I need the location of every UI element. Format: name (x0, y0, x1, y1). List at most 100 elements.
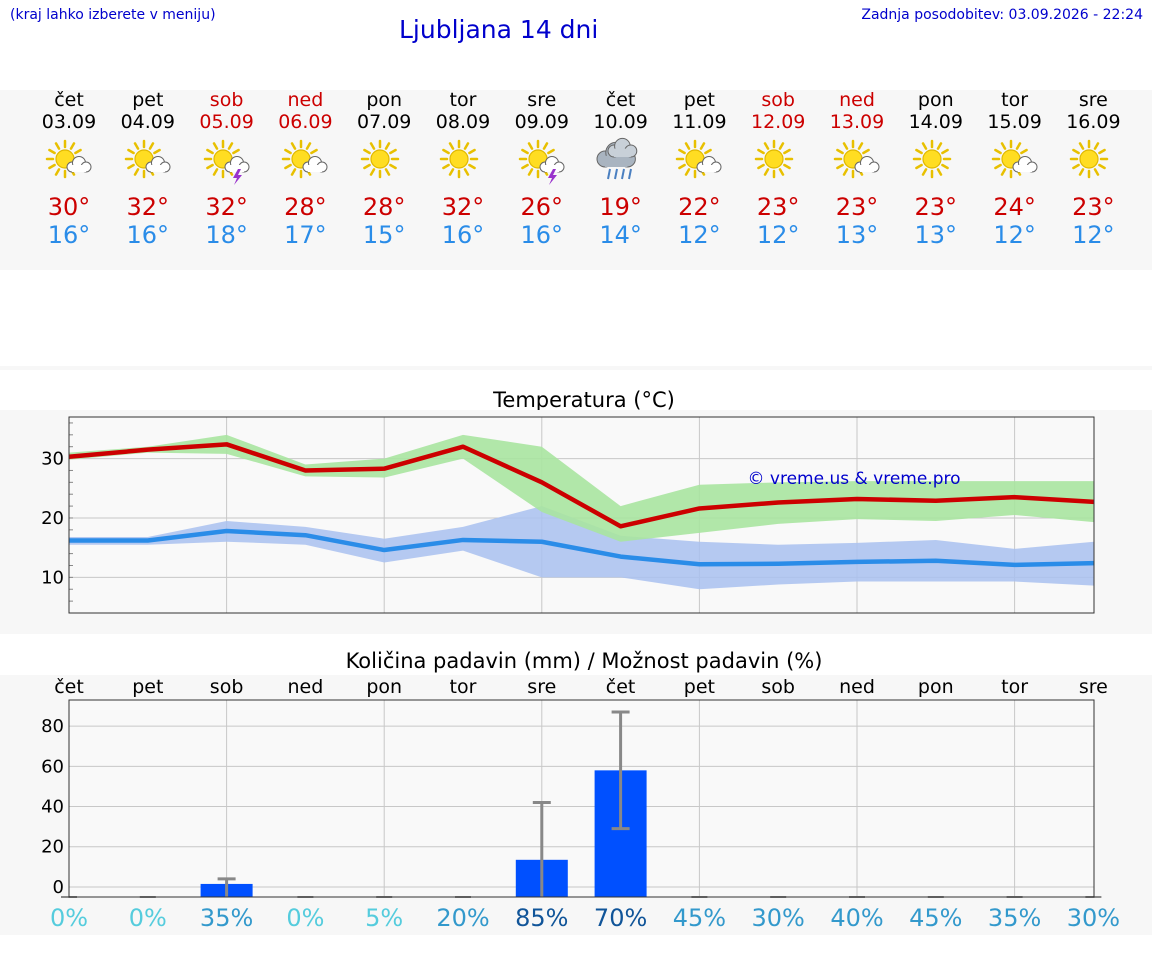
sun-shape (754, 139, 794, 179)
rain-drop (620, 168, 625, 180)
day-date: 14.09 (908, 111, 963, 133)
sun-ray (1015, 142, 1021, 150)
day-of-week: pet (132, 89, 164, 111)
last-update: Zadnja posodobitev: 03.09.2026 - 22:24 (861, 7, 1143, 23)
precipitation-probability: 30% (751, 904, 805, 932)
sun-ray (284, 148, 293, 155)
sun-ray (993, 148, 1002, 155)
precipitation-probability: 0% (286, 904, 325, 932)
day-date: 13.09 (829, 111, 885, 133)
sun-ray (527, 168, 534, 176)
sun-icon (439, 139, 479, 179)
sun-ray (291, 142, 297, 150)
day-of-week: sre (527, 89, 557, 111)
sun-ray (527, 142, 534, 150)
max-temperature: 23° (756, 193, 800, 221)
min-temperature: 14° (599, 221, 642, 249)
cloud-shape (145, 156, 171, 173)
max-temperature: 28° (284, 193, 327, 221)
sun-ray (54, 168, 61, 176)
day-of-week: sob (209, 89, 244, 111)
x-tick-label: sre (527, 676, 557, 698)
x-tick-label: sre (1078, 676, 1108, 698)
sun-ray (227, 142, 233, 150)
day-column: pon 14.09 23° 13° (896, 90, 976, 250)
sun-ray (442, 163, 450, 170)
sun-cloud-icon (676, 139, 722, 179)
sun-ray (363, 163, 372, 170)
sun-ray (126, 163, 135, 170)
sun-cloud-icon (282, 139, 328, 179)
min-temperature: 16° (126, 221, 170, 249)
sun-ray (1072, 148, 1081, 155)
sun-ray (783, 148, 792, 155)
precipitation-probability: 45% (672, 904, 727, 932)
sun-ray (291, 168, 297, 176)
cloud-shape (854, 156, 880, 173)
y-tick-label: 0 (53, 877, 64, 898)
sun-ray (921, 142, 928, 150)
max-temperature: 23° (1072, 193, 1115, 221)
cloud-body (613, 148, 631, 157)
sun-ray (284, 163, 293, 170)
sun-ray (448, 142, 455, 150)
sun-thunder-icon (203, 139, 250, 185)
day-column: sre 16.09 23° 12° (1053, 90, 1133, 250)
day-column: sob 05.09 32° 18° (187, 89, 267, 250)
sun-ray (74, 148, 82, 155)
cloud-shape (696, 156, 722, 173)
precipitation-probability: 85% (515, 904, 569, 932)
watermark: © vreme.us & vreme.pro (747, 469, 960, 489)
sun-ray (936, 142, 943, 150)
x-tick-label: sob (209, 676, 244, 698)
min-temperature: 16° (47, 221, 91, 249)
cloud-body (308, 165, 323, 172)
sun-shape (439, 139, 479, 179)
lightning-bolt (547, 169, 557, 185)
sun-ray (69, 142, 76, 150)
sun-ray (468, 148, 476, 155)
sun-ray (678, 163, 687, 170)
sun-ray (1072, 163, 1081, 170)
sun-ray (205, 148, 214, 155)
sun-disc (1079, 149, 1099, 169)
sun-ray (54, 142, 61, 150)
day-column: ned 13.09 23° 13° (817, 90, 897, 250)
sun-ray (463, 142, 470, 150)
sun-ray (369, 168, 376, 176)
sun-ray (442, 148, 450, 155)
sun-ray (763, 142, 770, 150)
precipitation-probability: 0% (49, 904, 89, 932)
sun-ray (921, 168, 928, 176)
sun-ray (857, 142, 864, 150)
sun-icon (360, 139, 400, 179)
sun-ray (148, 142, 155, 150)
day-date: 10.09 (593, 111, 648, 133)
sun-ray (133, 168, 140, 176)
sun-ray (363, 148, 372, 155)
day-of-week: sob (761, 89, 795, 111)
min-temperature: 13° (914, 221, 958, 249)
sun-ray (1094, 168, 1100, 176)
precipitation-probability: 35% (199, 904, 254, 932)
max-temperature: 23° (835, 193, 879, 221)
plot-frame (68, 416, 1095, 614)
sun-ray (842, 142, 849, 150)
day-date: 11.09 (672, 111, 727, 133)
day-column: sre 09.09 26° 16° (502, 89, 582, 250)
daily-forecast-strip (0, 90, 1152, 270)
precipitation-probability: 0% (128, 904, 167, 932)
max-temperature-range (69, 434, 1094, 542)
sun-cloud-icon (991, 139, 1038, 179)
x-tick-label: sob (761, 676, 795, 698)
sun-ray (842, 168, 849, 176)
cloud-shape (607, 137, 637, 158)
min-temperature: 12° (756, 221, 800, 249)
rain-cloud-icon (596, 137, 637, 180)
x-tick-label: pet (683, 676, 715, 698)
day-column: sob 12.09 23° 12° (738, 89, 818, 250)
sun-ray (836, 148, 844, 155)
cloud-shape (1012, 156, 1038, 173)
sun-shape (912, 139, 952, 179)
sun-ray (993, 163, 1002, 170)
